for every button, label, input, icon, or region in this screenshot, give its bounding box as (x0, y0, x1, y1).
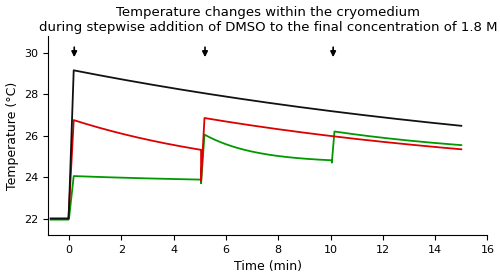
Y-axis label: Temperature (°C): Temperature (°C) (6, 81, 18, 190)
X-axis label: Time (min): Time (min) (234, 260, 302, 273)
Title: Temperature changes within the cryomedium
during stepwise addition of DMSO to th: Temperature changes within the cryomediu… (38, 6, 497, 33)
